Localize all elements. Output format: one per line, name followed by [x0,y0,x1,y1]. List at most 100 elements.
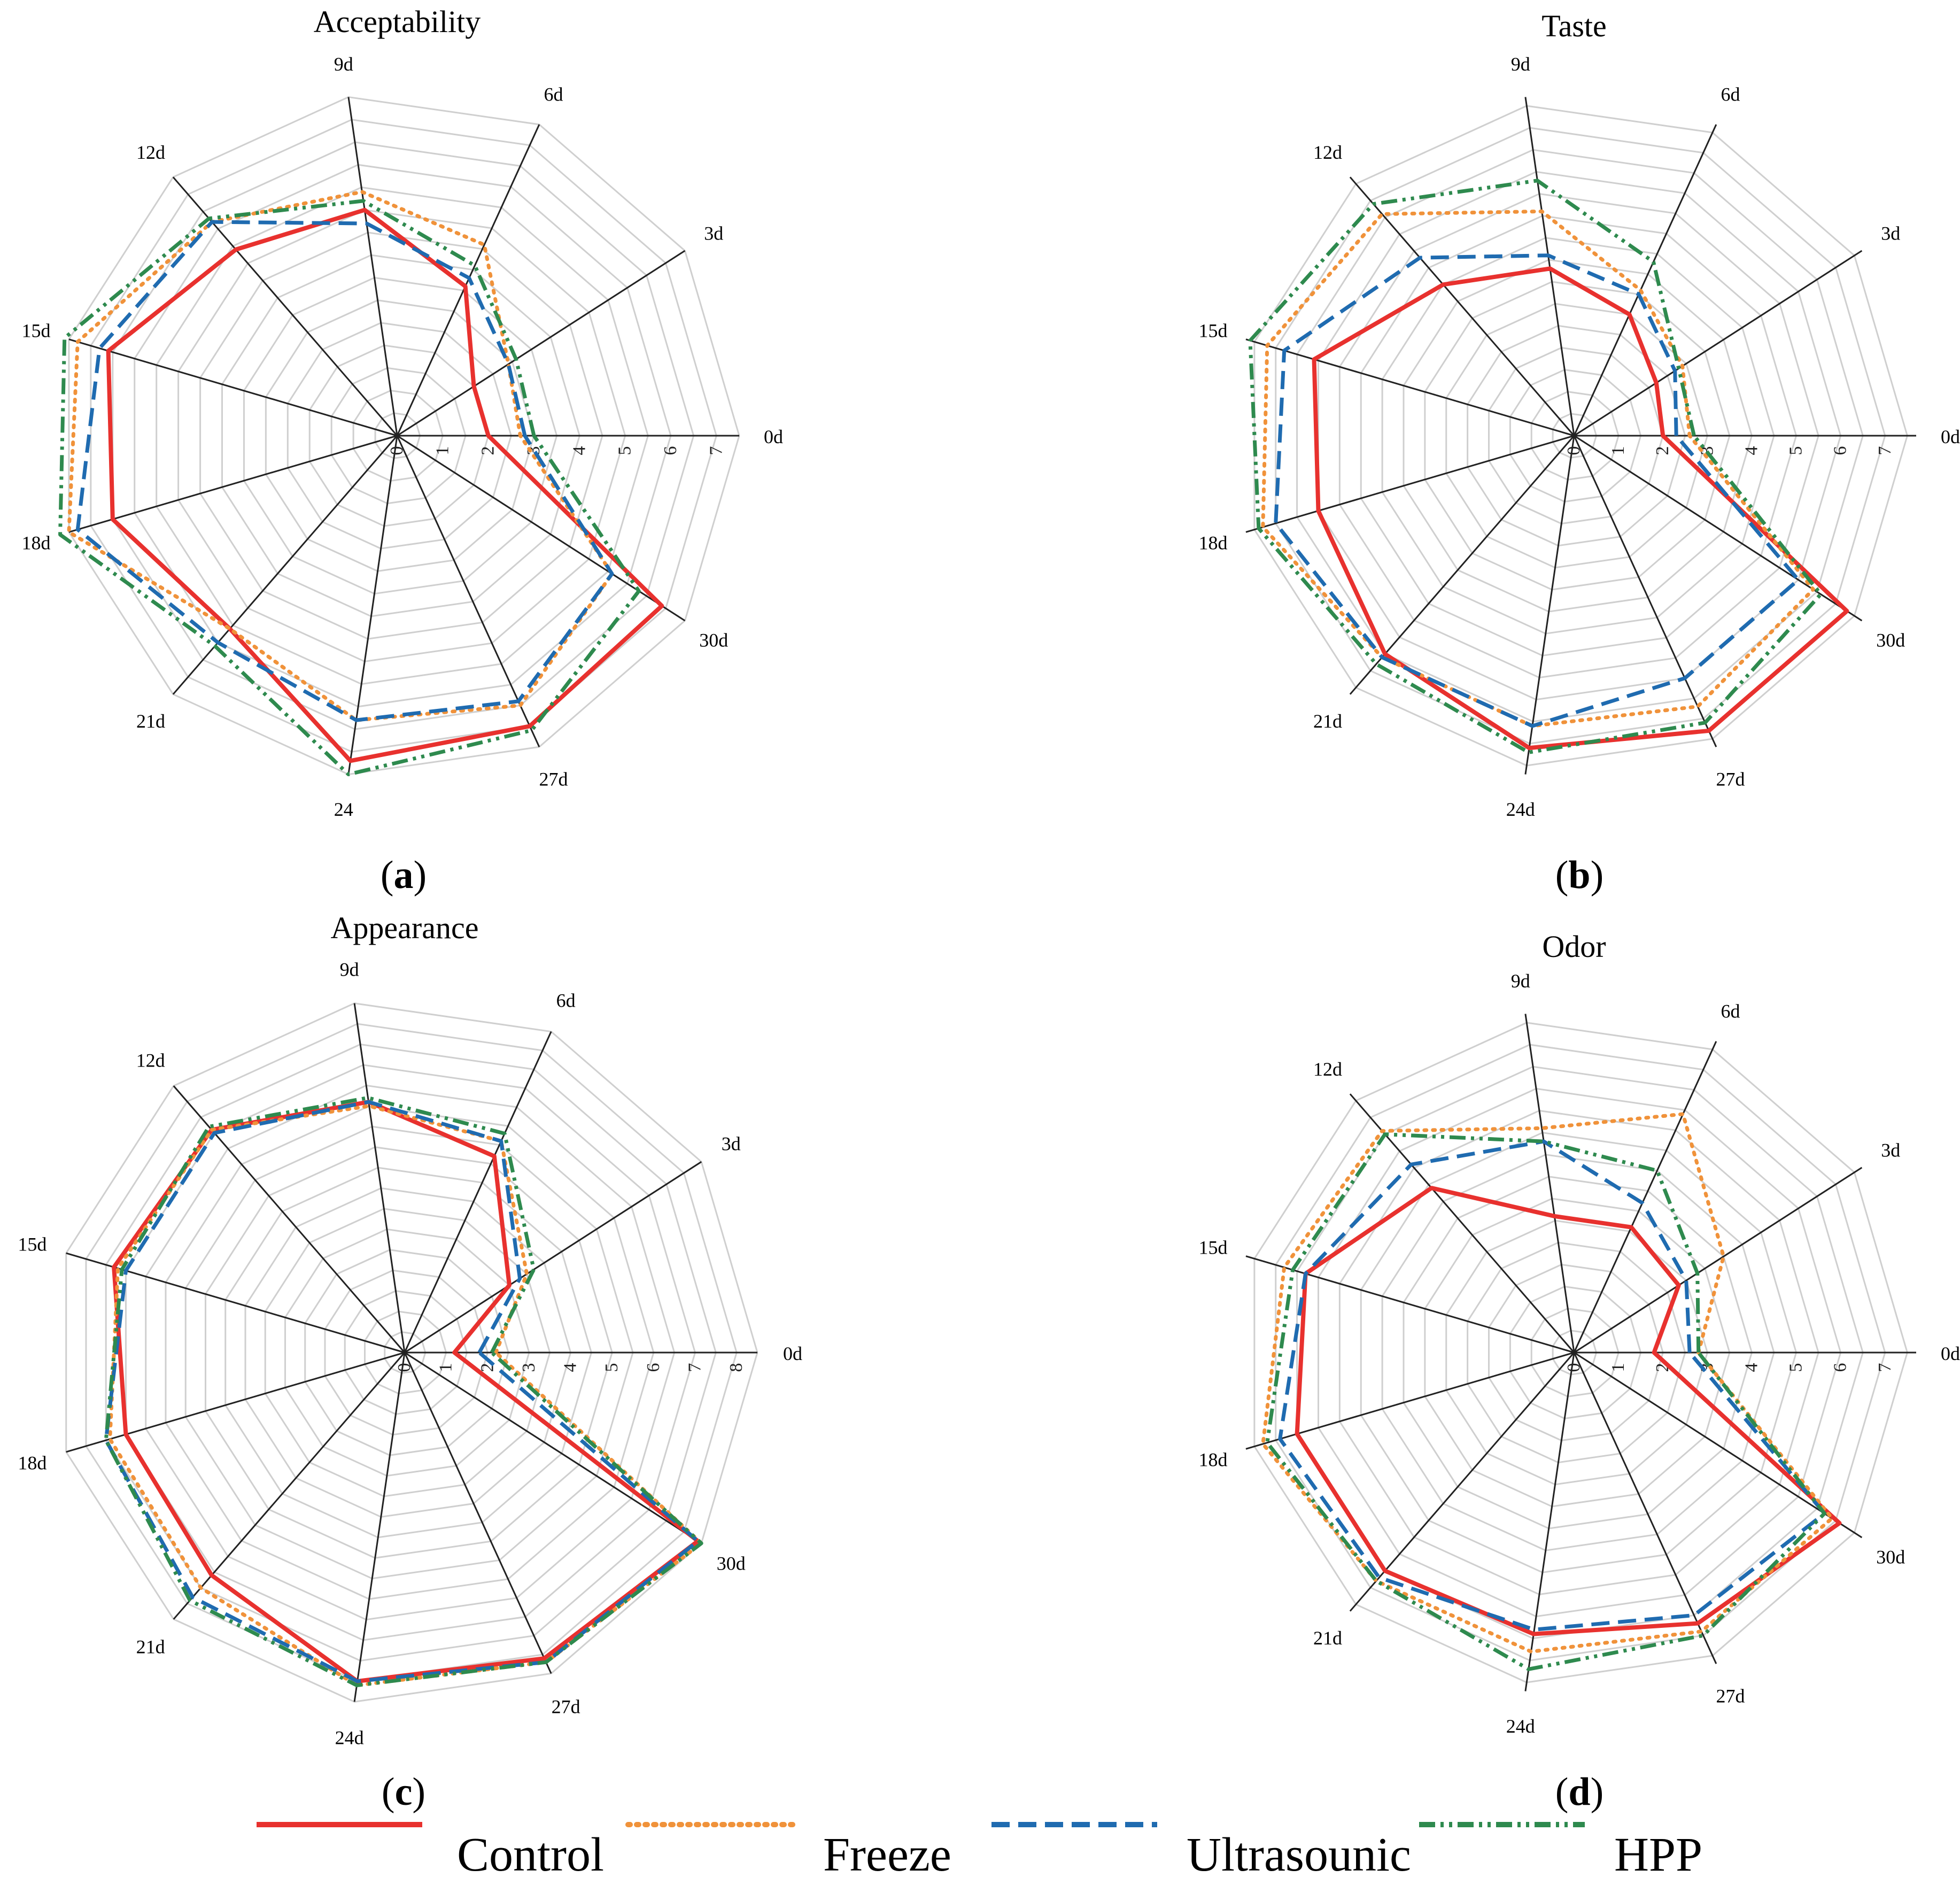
axis-spoke [68,435,398,533]
axis-spoke [1349,176,1575,436]
grid-ring [1530,391,1620,481]
grid-rings [1253,1022,1908,1683]
tick-label: 7 [1875,1363,1895,1372]
axis-label: 0d [1941,426,1960,447]
grid-ring [1275,127,1886,745]
grid-ring [352,389,444,482]
axis-label: 21d [1313,710,1342,732]
axis-label: 12d [136,1049,165,1071]
series-line-ultrasounic [1274,253,1801,728]
series-line-freeze [1261,209,1816,728]
legend-swatch-freeze [625,1822,796,1827]
axis-label: 3d [704,222,723,244]
grid-ring [1552,413,1598,459]
series-lines [1248,179,1849,754]
legend-item-freeze: Freeze [625,1780,1000,1885]
tick-label: 1 [432,446,452,455]
axis-label: 15d [22,320,51,342]
legend-swatch-control [257,1822,422,1827]
series-lines [1261,1112,1842,1671]
tick-label: 0 [1564,446,1584,455]
axis-label: 18d [18,1453,47,1474]
tick-label: 2 [478,446,498,455]
grid-ring [1509,1286,1642,1419]
grid-ring [1338,192,1819,679]
series-line-ultrasounic [1278,1139,1826,1632]
grid-ring [1253,1022,1908,1683]
tick-label: 8 [726,1363,746,1372]
legend-label-freeze: Freeze [823,1828,951,1881]
panel-label-d: (d) [1555,1770,1604,1814]
series-line-control [1312,266,1849,751]
axis-spoke [397,250,686,437]
series-line-freeze [67,190,614,722]
grid-ring [324,1269,489,1436]
grid-ring [134,164,672,708]
axis-labels: 0d 3d 6d 9d 12d 15d 18d 21d 24d 27d 30d [18,959,802,1748]
axis-label: 30d [1876,630,1905,651]
axis-label: 9d [340,959,359,980]
grid-ring [65,1002,758,1703]
grid-ring [284,1228,530,1477]
grid-ring [1360,1132,1798,1573]
axis-label: 0d [1941,1343,1960,1364]
axis-label: 30d [699,630,728,651]
legend: Control Freeze Ultrasounic HPP [0,1780,1960,1885]
legend-swatch-hpp [1419,1822,1585,1827]
legend-item-hpp: HPP [1416,1780,1737,1885]
axis-spoke [396,435,540,747]
axis-label: 0d [783,1343,802,1364]
axis-label: 24d [1506,1716,1535,1737]
tick-label: 7 [1875,446,1895,455]
axis-spoke [347,97,398,436]
axis-spoke [347,435,398,775]
series-line-hpp [104,1095,703,1688]
grid-ring [374,412,421,459]
axis-label: 18d [1199,1449,1228,1470]
series-line-ultrasounic [104,1100,700,1683]
series-line-control [112,1100,700,1683]
axis-labels: 0d 3d 6d 9d 12d 15d 18d 21d 24d 27d 30d [1199,53,1960,820]
legend-swatch-ultrasounic [991,1822,1157,1827]
grid-ring [265,299,535,572]
chart-title: Taste [1541,9,1607,43]
series-line-freeze [1261,1112,1834,1654]
axis-label: 21d [136,710,165,732]
axis-labels: 0d 3d 6d 9d 12d 15d 18d 21d 24d 27d 30d [1199,970,1960,1737]
axis-spoke [172,435,398,695]
legend-label-hpp: HPP [1614,1828,1703,1881]
tick-label: 2 [1653,446,1672,455]
grid-ring [165,1105,655,1600]
axis-spoke [353,1003,406,1353]
axis-label: 3d [1881,1139,1900,1161]
axis-spoke [1245,1351,1575,1450]
axis-label: 3d [1881,222,1900,244]
legend-item-control: Control [254,1780,628,1885]
tick-label: 6 [1831,446,1850,455]
tick-label: 5 [1786,446,1806,455]
axis-label: 9d [334,53,353,75]
axis-label: 21d [136,1636,165,1658]
tick-label: 7 [685,1363,705,1372]
axis-label: 6d [544,84,563,105]
grid-ring [1467,325,1686,547]
grid-ring [1360,215,1798,656]
axis-spoke [68,338,398,437]
grid-ring [308,344,490,527]
tick-label: 7 [706,446,726,455]
chart-title: Acceptability [314,4,481,39]
series-line-hpp [1265,1132,1826,1671]
series-line-control [106,207,664,763]
panel-label-a: (a) [380,853,427,897]
grid-ring [384,1331,427,1374]
grid-ring [1530,1308,1620,1397]
grid-ring [1467,1241,1686,1464]
grid-ring [330,367,467,505]
